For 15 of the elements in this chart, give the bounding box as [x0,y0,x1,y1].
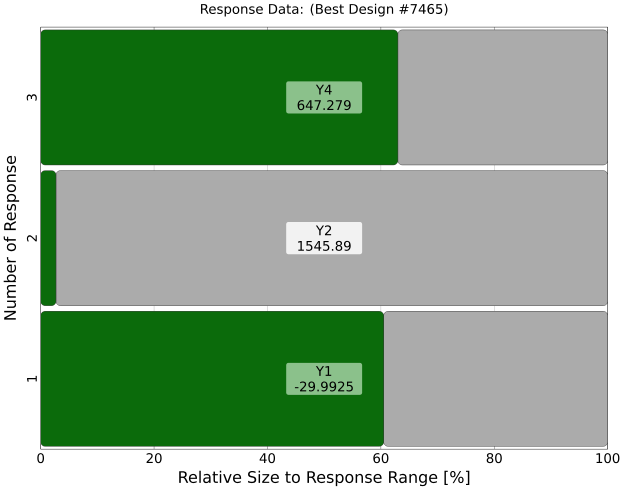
x-tick-label: 60 [373,453,388,464]
annotation: Y4 647.279 [298,84,351,110]
x-tick-label: 40 [260,453,276,464]
chart-title: Response Data: (Best Design #7465) [201,4,448,17]
y-tick-label: 2 [26,235,37,242]
x-tick-label: 0 [37,453,44,464]
x-axis-title: Relative Size to Response Range [%] [179,470,470,486]
x-tick-label: 100 [596,453,620,464]
x-tick-label: 80 [486,453,502,464]
annotation: Y2 1545.89 [298,225,351,251]
annotation: Y1 -29.9925 [294,366,353,392]
y-axis-title: Number of Response [4,156,20,320]
y-tick-label: 1 [27,376,37,382]
y-tick-label: 3 [26,94,37,101]
x-tick-label: 20 [146,453,162,464]
